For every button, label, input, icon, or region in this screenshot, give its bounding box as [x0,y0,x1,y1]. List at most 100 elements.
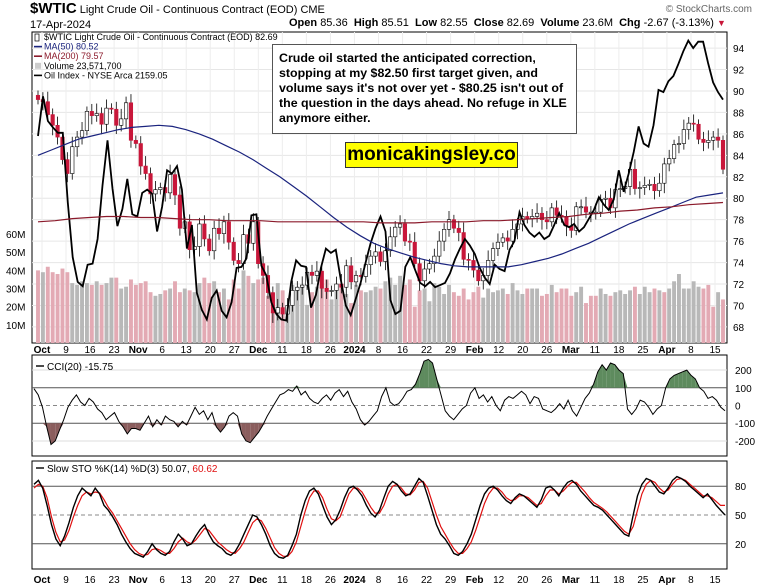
close-label: Close [473,17,504,29]
volume-tick-label: 50M [6,248,25,259]
volume-bar [461,288,466,343]
x-tick-label: Feb [466,345,484,356]
volume-bar [417,290,422,343]
x-tick-label: Apr [658,345,675,356]
volume-bar [637,293,642,343]
volume-bar [716,292,721,343]
volume-bar [119,288,124,343]
volume-bar [559,288,564,343]
candle-body [99,113,104,125]
sto-x-tick-label: 13 [181,575,193,586]
volume-bar [197,283,202,343]
volume-bar [251,283,256,343]
candle-body [300,284,305,288]
volume-bar [246,275,251,343]
candle-body [681,129,686,144]
volume-bar [603,293,608,343]
volume-bar [623,293,628,343]
volume-bar [89,284,94,343]
price-tick-label: 68 [733,323,745,334]
volume-bar [412,306,417,343]
candle-body [476,269,481,282]
candle-body [554,207,559,216]
cci-tick-label: -100 [735,419,755,430]
volume-bar [153,295,158,343]
legend: $WTIC Light Crude Oil - Continuous Contr… [34,32,278,80]
cci-fill-positive [411,384,416,388]
price-tick-label: 72 [733,280,745,291]
volume-bar [554,292,559,343]
volume-bar [569,295,574,343]
volume-bar [598,288,603,343]
candle-body [544,219,549,223]
volume-bar [143,281,148,343]
volume-bar [192,292,197,343]
volume-bar [138,283,143,343]
volume-bar [236,288,241,343]
candle-body [172,174,178,196]
volume-bar [466,299,471,343]
volume-bar [407,279,412,343]
volume-bar [158,293,163,343]
candle-body [535,212,540,217]
volume-bar [373,286,378,343]
volume-bar [652,288,657,343]
x-tick-label: 12 [493,345,505,356]
x-tick-label: 27 [229,345,241,356]
candle-body [133,140,138,144]
sto-x-tick-label: 23 [109,575,121,586]
volume-bar [520,293,525,343]
volume-bar [256,279,261,343]
volume-tick-label: 30M [6,285,25,296]
volume-bar [696,286,701,343]
volume-bar [363,292,368,343]
x-tick-label: Dec [249,345,268,356]
sto-x-tick-label: Mar [562,575,580,586]
candle-body [212,227,217,252]
volume-bar [226,299,231,343]
candle-body [583,206,589,213]
volume-bar [579,286,584,343]
volume-bar [432,283,437,343]
sto-x-tick-label: 22 [421,575,433,586]
volume-bar [344,293,349,343]
volume-value: 23.6M [582,17,613,29]
sto-x-tick-label: 8 [688,575,694,586]
cci-fill-positive [419,361,425,388]
candle-body [618,188,623,190]
candle-body [70,146,75,174]
volume-bar [50,272,55,343]
volume-bar [168,288,173,343]
x-tick-label: Oct [34,345,51,356]
candle-body [422,268,427,282]
sto-title-d-value: 60.62 [190,464,218,475]
volume-bar [721,299,725,343]
candle-body [119,118,124,126]
volume-bar [471,292,476,343]
volume-bar [686,288,691,343]
sto-x-tick-label: 16 [397,575,409,586]
candle-body [393,226,398,238]
legend-label: $WTIC Light Crude Oil - Continuous Contr… [44,32,278,42]
candle-body [657,182,662,192]
volume-bar [691,281,696,343]
volume-bar [544,293,549,343]
low-value: 82.55 [440,17,468,29]
candle-body [711,136,716,141]
candle-body [461,232,466,260]
volume-bar [221,288,226,343]
candle-body [549,207,554,223]
indicator-lines [37,38,724,322]
sto-x-tick-label: 18 [613,575,625,586]
cci-fill-positive [674,373,679,388]
symbol: $WTIC [30,0,77,17]
volume-bar [495,290,500,343]
volume-bar [535,288,540,343]
x-tick-label: 18 [301,345,313,356]
candle-body [128,102,134,141]
volume-bar [388,277,393,343]
cci-fill-positive [682,370,687,388]
sto-x-tick-label: 15 [709,575,721,586]
price-tick-label: 76 [733,237,745,248]
candle-body [349,265,354,283]
